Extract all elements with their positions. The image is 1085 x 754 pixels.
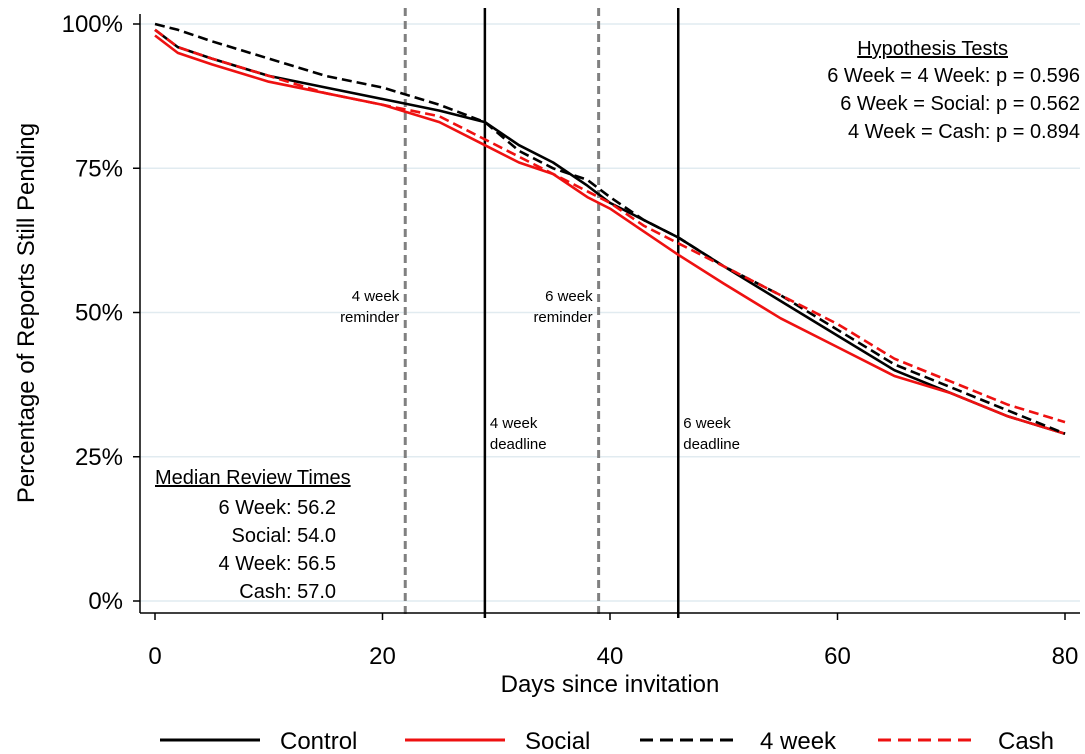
median-review-times-box: Median Review Times 6 Week: 56.2 Social:…: [155, 467, 351, 603]
median-time-row: 4 Week: 56.5: [219, 553, 336, 575]
y-axis-label: Percentage of Reports Still Pending: [13, 123, 40, 503]
hypothesis-test-row: 6 Week = Social: p = 0.562: [840, 93, 1080, 115]
median-review-times-title: Median Review Times: [155, 467, 351, 489]
reference-lines: 4 week reminder 4 week deadline 6 week remind…: [340, 8, 740, 618]
x-axis-label: Days since invitation: [501, 671, 720, 698]
hypothesis-tests-title: Hypothesis Tests: [857, 38, 1008, 60]
x-tick-label: 20: [369, 643, 396, 670]
series-lines: [154, 22, 1066, 435]
series-line: [154, 28, 1066, 424]
series-line: [154, 22, 1066, 435]
median-time-row: Cash: 57.0: [239, 581, 336, 603]
reference-line-label: deadline: [490, 436, 547, 453]
grid-lines: [140, 23, 1080, 602]
x-tick-label: 60: [824, 643, 851, 670]
y-tick-label: 75%: [75, 155, 123, 182]
reference-line-label: 4 week: [490, 415, 538, 432]
hypothesis-tests-box: Hypothesis Tests 6 Week = 4 Week: p = 0.…: [827, 38, 1080, 143]
reference-line-label: 6 week: [545, 288, 593, 305]
x-tick-label: 80: [1052, 643, 1079, 670]
hypothesis-test-row: 6 Week = 4 Week: p = 0.596: [827, 65, 1080, 87]
hypothesis-test-row: 4 Week = Cash: p = 0.894: [848, 121, 1080, 143]
reference-line-label: reminder: [340, 309, 399, 326]
median-time-row: Social: 54.0: [231, 525, 336, 547]
legend: Control Social 4 week Cash: [160, 728, 1054, 754]
median-time-row: 6 Week: 56.2: [219, 497, 336, 519]
reference-line-label: 6 week: [683, 415, 731, 432]
legend-label: 4 week: [760, 728, 837, 754]
series-line: [154, 34, 1066, 435]
reference-line-label: 4 week: [352, 288, 400, 305]
y-tick-label: 50%: [75, 300, 123, 327]
x-tick-label: 0: [148, 643, 161, 670]
legend-label: Control: [280, 728, 357, 754]
y-tick-label: 25%: [75, 444, 123, 471]
y-tick-label: 100%: [62, 11, 123, 38]
legend-label: Social: [525, 728, 590, 754]
series-line: [154, 28, 1066, 435]
axes: 0% 25% 50% 75% 100% 0 20 40 60 80: [62, 11, 1080, 670]
reference-line-label: deadline: [683, 436, 740, 453]
legend-label: Cash: [998, 728, 1054, 754]
reference-line-label: reminder: [533, 309, 592, 326]
x-tick-label: 40: [597, 643, 624, 670]
y-tick-label: 0%: [88, 588, 123, 615]
